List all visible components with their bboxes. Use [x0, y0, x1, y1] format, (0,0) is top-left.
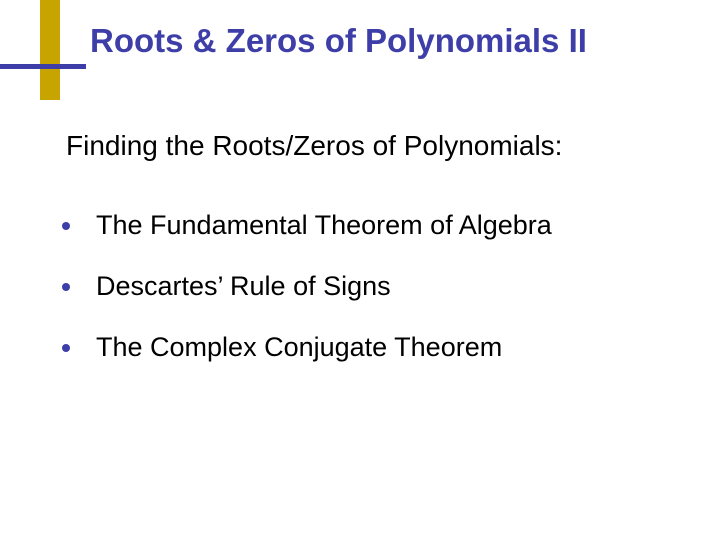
list-item: Descartes’ Rule of Signs [62, 271, 552, 302]
bullet-text: Descartes’ Rule of Signs [96, 271, 391, 302]
slide-title: Roots & Zeros of Polynomials II [90, 22, 587, 60]
accent-bar-horizontal [0, 64, 86, 69]
bullet-text: The Complex Conjugate Theorem [96, 332, 502, 363]
bullet-icon [62, 344, 70, 352]
slide-subtitle: Finding the Roots/Zeros of Polynomials: [66, 130, 562, 162]
slide: Roots & Zeros of Polynomials II Finding … [0, 0, 720, 540]
bullet-icon [62, 222, 70, 230]
bullet-icon [62, 283, 70, 291]
accent-bar-vertical [40, 0, 60, 100]
bullet-text: The Fundamental Theorem of Algebra [96, 210, 552, 241]
list-item: The Fundamental Theorem of Algebra [62, 210, 552, 241]
list-item: The Complex Conjugate Theorem [62, 332, 552, 363]
bullet-list: The Fundamental Theorem of Algebra Desca… [62, 210, 552, 393]
